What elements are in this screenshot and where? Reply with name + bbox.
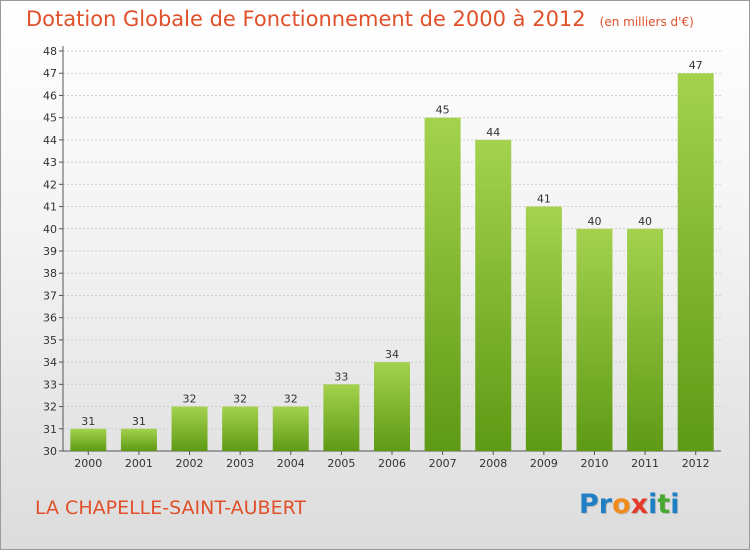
bar bbox=[222, 406, 259, 451]
bar bbox=[475, 139, 512, 451]
x-tick-label: 2000 bbox=[74, 457, 102, 470]
y-tick-label: 46 bbox=[43, 89, 57, 102]
bar bbox=[120, 428, 157, 451]
y-tick-label: 44 bbox=[43, 134, 57, 147]
logo-letter: i bbox=[670, 489, 680, 520]
x-tick-label: 2003 bbox=[226, 457, 254, 470]
bar bbox=[677, 73, 714, 451]
x-tick-label: 2010 bbox=[580, 457, 608, 470]
y-tick-label: 45 bbox=[43, 112, 57, 125]
bar bbox=[424, 117, 461, 452]
bar bbox=[272, 406, 309, 451]
y-tick-label: 37 bbox=[43, 289, 57, 302]
y-tick-label: 47 bbox=[43, 67, 57, 80]
y-tick-label: 35 bbox=[43, 334, 57, 347]
x-tick-label: 2005 bbox=[327, 457, 355, 470]
logo-letter: t bbox=[657, 489, 671, 520]
x-tick-label: 2006 bbox=[378, 457, 406, 470]
y-tick-label: 33 bbox=[43, 378, 57, 391]
chart-subtitle: (en milliers d'€) bbox=[599, 15, 694, 29]
bar-value-label: 40 bbox=[587, 215, 601, 228]
x-tick-label: 2007 bbox=[429, 457, 457, 470]
bar-value-label: 41 bbox=[537, 193, 551, 206]
x-tick-label: 2011 bbox=[631, 457, 659, 470]
y-tick-label: 41 bbox=[43, 201, 57, 214]
x-tick-label: 2012 bbox=[682, 457, 710, 470]
bar-value-label: 34 bbox=[385, 348, 399, 361]
bar-value-label: 32 bbox=[284, 393, 298, 406]
bar bbox=[70, 428, 107, 451]
y-tick-label: 30 bbox=[43, 445, 57, 458]
y-tick-label: 40 bbox=[43, 223, 57, 236]
logo-letter: o bbox=[612, 489, 631, 520]
bar-value-label: 33 bbox=[334, 370, 348, 383]
logo-letter: r bbox=[598, 489, 613, 520]
y-tick-label: 36 bbox=[43, 312, 57, 325]
bar-value-label: 31 bbox=[132, 415, 146, 428]
bar bbox=[576, 228, 613, 451]
logo-letter: x bbox=[630, 489, 649, 520]
y-tick-label: 38 bbox=[43, 267, 57, 280]
bar-value-label: 47 bbox=[689, 59, 703, 72]
y-tick-label: 31 bbox=[43, 423, 57, 436]
logo-letter: i bbox=[648, 489, 658, 520]
bar-value-label: 32 bbox=[183, 393, 197, 406]
bar bbox=[627, 228, 664, 451]
x-tick-label: 2001 bbox=[125, 457, 153, 470]
bar bbox=[171, 406, 208, 451]
bar bbox=[323, 384, 360, 451]
bar bbox=[525, 206, 562, 451]
bar-value-label: 44 bbox=[486, 126, 500, 139]
x-tick-label: 2009 bbox=[530, 457, 558, 470]
commune-name: LA CHAPELLE-SAINT-AUBERT bbox=[35, 497, 307, 519]
bar-value-label: 32 bbox=[233, 393, 247, 406]
bar-value-label: 40 bbox=[638, 215, 652, 228]
x-tick-label: 2002 bbox=[176, 457, 204, 470]
chart-title: Dotation Globale de Fonctionnement de 20… bbox=[26, 7, 694, 31]
bar bbox=[374, 362, 410, 451]
y-tick-label: 39 bbox=[43, 245, 57, 258]
chart-title-text: Dotation Globale de Fonctionnement de 20… bbox=[26, 7, 586, 31]
y-tick-label: 42 bbox=[43, 178, 57, 191]
x-tick-label: 2008 bbox=[479, 457, 507, 470]
logo-letter: P bbox=[579, 489, 599, 520]
bar-value-label: 45 bbox=[436, 104, 450, 117]
bar-value-label: 31 bbox=[81, 415, 95, 428]
x-tick-label: 2004 bbox=[277, 457, 305, 470]
proxiti-logo: Proxiti bbox=[579, 489, 680, 520]
y-tick-label: 43 bbox=[43, 156, 57, 169]
y-tick-label: 32 bbox=[43, 401, 57, 414]
y-tick-label: 34 bbox=[43, 356, 57, 369]
y-tick-label: 48 bbox=[43, 45, 57, 58]
